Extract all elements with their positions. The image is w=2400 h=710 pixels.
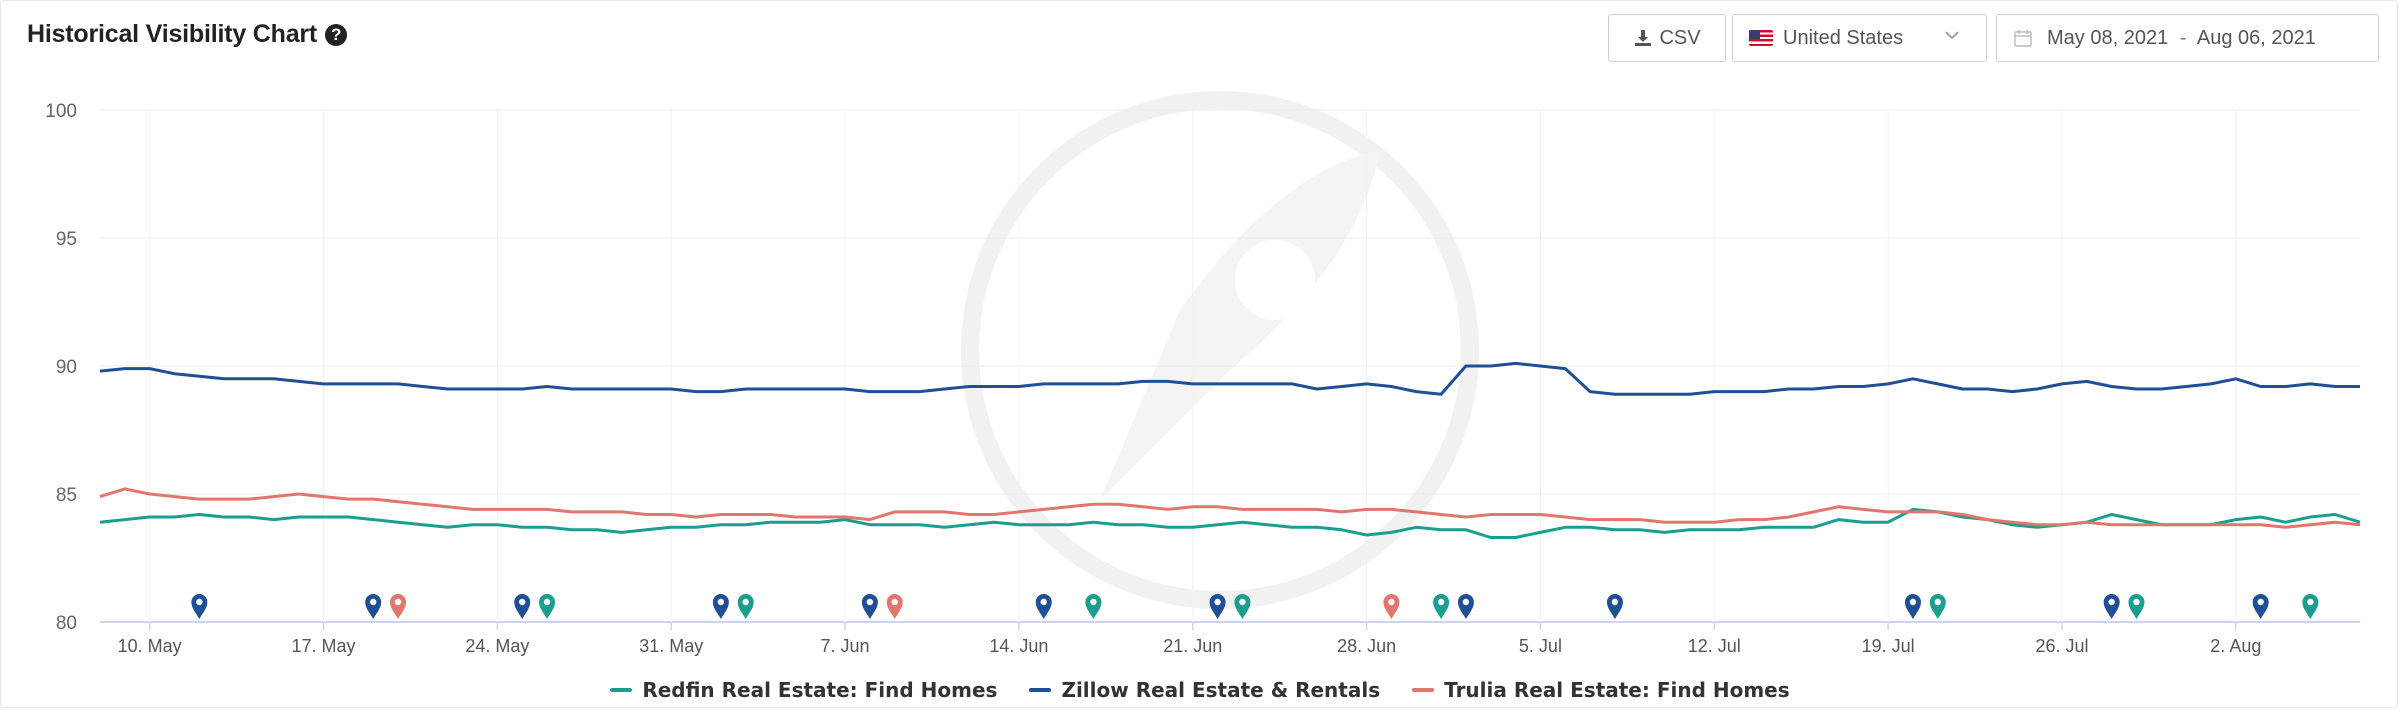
event-marker-dot <box>1437 598 1445 606</box>
event-marker-zillow <box>1209 594 1226 619</box>
csv-label: CSV <box>1659 26 1701 49</box>
x-tick-label: 19. Jul <box>1862 636 1915 656</box>
date-end: Aug 06, 2021 <box>2196 26 2316 49</box>
legend-item-redfin[interactable]: Redfin Real Estate: Find Homes <box>610 678 997 702</box>
event-marker-trulia <box>886 594 903 619</box>
page-title: Historical Visibility Chart <box>27 20 318 48</box>
chevron-down-icon <box>1942 25 1962 51</box>
event-marker-dot <box>1388 598 1395 606</box>
event-marker-dot <box>518 598 526 606</box>
legend-swatch-redfin <box>610 688 633 692</box>
legend-item-trulia[interactable]: Trulia Real Estate: Find Homes <box>1412 678 1790 702</box>
event-marker-dot <box>1611 598 1619 606</box>
date-range-picker[interactable]: May 08, 2021 - Aug 06, 2021 <box>1996 14 2379 62</box>
date-separator: - <box>2179 26 2187 49</box>
event-marker-redfin <box>2302 594 2319 619</box>
event-marker-zillow <box>514 594 531 619</box>
country-select[interactable]: United States <box>1732 14 1987 62</box>
event-marker-dot <box>866 598 874 606</box>
event-marker-redfin <box>1234 594 1251 619</box>
x-tick-label: 2. Aug <box>2210 636 2261 656</box>
event-marker-dot <box>891 598 898 606</box>
x-tick-label: 12. Jul <box>1688 636 1741 656</box>
event-marker-dot <box>2257 598 2264 606</box>
y-tick-label: 80 <box>56 613 77 634</box>
x-tick-label: 14. Jun <box>989 636 1048 656</box>
event-marker-dot <box>369 598 377 606</box>
event-marker-redfin <box>539 594 556 619</box>
event-marker-zillow <box>1904 594 1921 619</box>
event-marker-redfin <box>1929 594 1946 619</box>
legend-label-trulia: Trulia Real Estate: Find Homes <box>1444 678 1790 702</box>
series-line-zillow <box>99 361 2360 396</box>
chart-legend: Redfin Real Estate: Find Homes Zillow Re… <box>0 678 2400 702</box>
event-marker-zillow <box>365 594 382 619</box>
x-tick-label: 7. Jun <box>821 636 870 656</box>
event-marker-zillow <box>1035 594 1052 619</box>
event-marker-redfin <box>737 594 754 619</box>
y-tick-label: 95 <box>56 229 77 250</box>
event-marker-dot <box>1090 598 1097 606</box>
x-tick-label: 21. Jun <box>1163 636 1222 656</box>
x-tick-label: 31. May <box>639 636 703 656</box>
event-marker-dot <box>1214 598 1221 606</box>
legend-swatch-zillow <box>1029 688 1052 692</box>
event-marker-zillow <box>191 594 208 619</box>
event-marker-dot <box>742 598 749 606</box>
legend-swatch-trulia <box>1412 688 1435 692</box>
x-tick-label: 24. May <box>465 636 529 656</box>
legend-label-redfin: Redfin Real Estate: Find Homes <box>642 678 998 702</box>
visibility-line-chart: 80 85 90 95 100 10. May 17. May 24. May 31. May 7… <box>45 91 2361 656</box>
country-value: United States <box>1783 26 1904 49</box>
date-start: May 08, 2021 <box>2047 26 2169 49</box>
watermark-rocket <box>1100 150 1380 500</box>
x-tick-label: 17. May <box>292 636 356 656</box>
x-tick-label: 10. May <box>118 636 182 656</box>
event-marker-dot <box>1239 598 1246 606</box>
us-flag-icon <box>1749 30 1773 46</box>
event-marker-dot <box>196 598 203 606</box>
event-marker-dot <box>1040 598 1047 606</box>
watermark-rocket-window <box>1235 240 1315 320</box>
event-marker-trulia <box>1383 594 1400 619</box>
event-marker-dot <box>543 598 551 606</box>
event-marker-dot <box>1462 598 1470 606</box>
x-tick-label: 26. Jul <box>2035 636 2088 656</box>
x-tick-label: 5. Jul <box>1519 636 1562 656</box>
series-line-trulia <box>99 487 2361 529</box>
event-marker-redfin <box>1085 594 1102 619</box>
event-marker-zillow <box>861 594 878 619</box>
event-marker-dot <box>1909 598 1917 606</box>
event-marker-redfin <box>2128 594 2145 619</box>
y-tick-label: 100 <box>45 101 77 122</box>
event-marker-redfin <box>1433 594 1450 619</box>
calendar-icon <box>2014 30 2032 47</box>
event-marker-zillow <box>2103 594 2120 619</box>
event-marker-dot <box>1934 598 1942 606</box>
download-icon <box>1635 30 1652 46</box>
y-tick-label: 90 <box>56 357 77 378</box>
event-marker-zillow <box>2252 594 2269 619</box>
event-marker-dot <box>394 598 402 606</box>
event-marker-dot <box>717 598 725 606</box>
x-tick-label: 28. Jun <box>1337 636 1396 656</box>
event-marker-trulia <box>390 594 407 619</box>
event-marker-zillow <box>1457 594 1474 619</box>
y-tick-label: 85 <box>56 485 77 506</box>
question-circle-icon[interactable]: ? <box>325 23 348 46</box>
legend-item-zillow[interactable]: Zillow Real Estate & Rentals <box>1029 678 1380 702</box>
csv-export-button[interactable]: CSV <box>1608 14 1726 62</box>
event-marker-zillow <box>1606 594 1623 619</box>
event-marker-dot <box>2108 598 2115 606</box>
event-marker-dot <box>2307 598 2314 606</box>
event-marker-zillow <box>712 594 729 619</box>
chart-header: Historical Visibility Chart ? <box>27 20 348 49</box>
legend-label-zillow: Zillow Real Estate & Rentals <box>1061 678 1381 702</box>
event-marker-dot <box>2133 598 2140 606</box>
